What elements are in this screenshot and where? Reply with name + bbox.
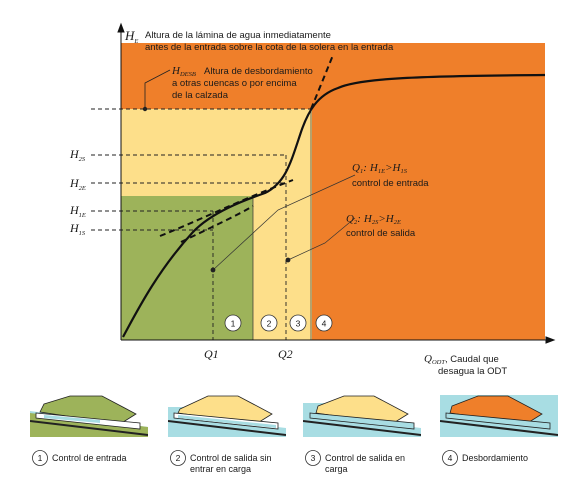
svg-text:2: 2 [267, 319, 272, 329]
svg-text:carga: carga [325, 464, 348, 474]
inlet-control-label: control de entrada [352, 178, 429, 189]
culvert-tile-3 [303, 395, 421, 437]
outlet-control-label: control de salida [346, 228, 416, 239]
x-tick-q1: Q1 [204, 347, 219, 361]
svg-text:2: 2 [176, 453, 181, 463]
axes [117, 22, 556, 344]
zone-marker-2: 2 [260, 314, 278, 332]
q-leaders [212, 174, 356, 271]
y-tick-h1e: H1E [69, 203, 86, 219]
x-axis-label-line2: desagua la ODT [438, 366, 507, 377]
legend-item-3: 3 Control de salida en carga [305, 450, 405, 474]
y-tick-h2s: H2S [69, 147, 86, 163]
culvert-tile-4 [440, 395, 558, 437]
svg-text:4: 4 [322, 319, 327, 329]
x-axis-symbol: QODT, Caudal que [424, 353, 499, 366]
svg-text:Control de salida en: Control de salida en [325, 453, 405, 463]
overflow-symbol: HDESB [171, 65, 196, 78]
svg-text:Control de salida sin: Control de salida sin [190, 453, 272, 463]
zone-marker-1: 1 [224, 314, 242, 332]
svg-text:Desbordamiento: Desbordamiento [462, 453, 528, 463]
legend-item-2: 2 Control de salida sin entrar en carga [170, 450, 272, 474]
culvert-tile-2 [168, 395, 286, 437]
svg-text:3: 3 [311, 453, 316, 463]
zone-marker-3: 3 [289, 314, 307, 332]
y-axis-label-line1: Altura de la lámina de agua inmediatamen… [145, 30, 331, 41]
legend-item-1: 1 Control de entrada [32, 450, 127, 466]
overflow-label-line3: de la calzada [172, 90, 229, 101]
y-axis-symbol: HE [124, 28, 138, 45]
zone-marker-4: 4 [315, 314, 333, 332]
svg-text:Control de entrada: Control de entrada [52, 453, 127, 463]
x-tick-q2: Q2 [278, 347, 293, 361]
svg-text:4: 4 [448, 453, 453, 463]
overflow-label-line1: Altura de desbordamiento [204, 66, 313, 77]
q1-marker [210, 267, 216, 273]
legend-item-4: 4 Desbordamiento [442, 450, 528, 466]
y-axis-label-line2: antes de la entrada sobre la cota de la … [145, 42, 394, 53]
svg-text:entrar en carga: entrar en carga [190, 464, 251, 474]
svg-text:1: 1 [231, 319, 236, 329]
outlet-condition: Q2: H2S>H2E [346, 213, 401, 226]
culvert-tile-1 [30, 395, 148, 437]
y-tick-h2e: H2E [69, 176, 86, 192]
headwater-curve [122, 73, 546, 338]
overflow-label-line2: a otras cuencas o por encima [172, 78, 297, 89]
svg-text:1: 1 [38, 453, 43, 463]
overflow-leader [142, 69, 171, 112]
reference-dashed-lines [91, 108, 311, 340]
q2-marker [285, 257, 291, 263]
svg-text:3: 3 [296, 319, 301, 329]
inlet-condition: Q1: H1E>H1S [352, 162, 408, 175]
y-tick-h1s: H1S [69, 221, 86, 237]
